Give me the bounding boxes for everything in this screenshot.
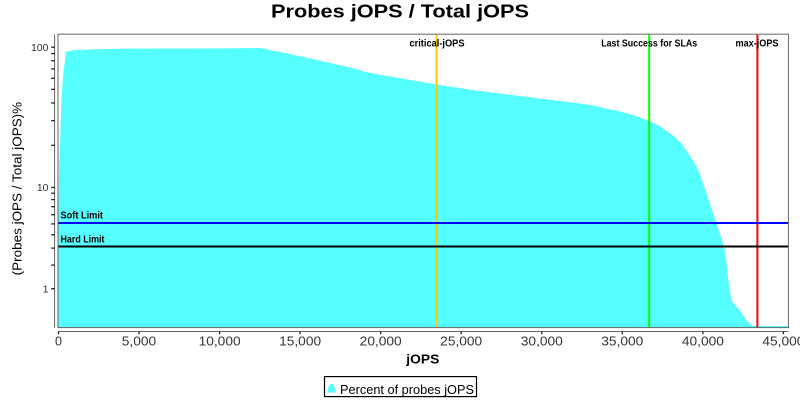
svg-text:30,000: 30,000 [521,335,563,349]
svg-text:25,000: 25,000 [440,335,482,349]
svg-text:Percent of probes jOPS: Percent of probes jOPS [340,382,474,397]
svg-text:35,000: 35,000 [601,335,643,349]
svg-text:1: 1 [43,283,49,295]
svg-text:critical-jOPS: critical-jOPS [410,39,465,50]
svg-text:Soft Limit: Soft Limit [61,211,104,222]
svg-text:Hard Limit: Hard Limit [61,235,106,246]
svg-text:45,000: 45,000 [762,335,800,349]
svg-text:10,000: 10,000 [199,335,241,349]
svg-text:5,000: 5,000 [122,335,156,349]
svg-text:(Probes jOPS / Total jOPS)%: (Probes jOPS / Total jOPS)% [10,102,24,276]
svg-text:15,000: 15,000 [279,335,321,349]
svg-text:10: 10 [37,182,49,194]
svg-text:40,000: 40,000 [682,335,724,349]
svg-text:Probes jOPS / Total jOPS: Probes jOPS / Total jOPS [271,1,529,22]
svg-text:jOPS: jOPS [405,351,439,366]
svg-text:Last Success for SLAs: Last Success for SLAs [601,39,697,50]
svg-text:100: 100 [31,42,49,54]
svg-text:20,000: 20,000 [360,335,402,349]
svg-text:max-jOPS: max-jOPS [736,39,779,50]
svg-text:0: 0 [55,335,62,349]
